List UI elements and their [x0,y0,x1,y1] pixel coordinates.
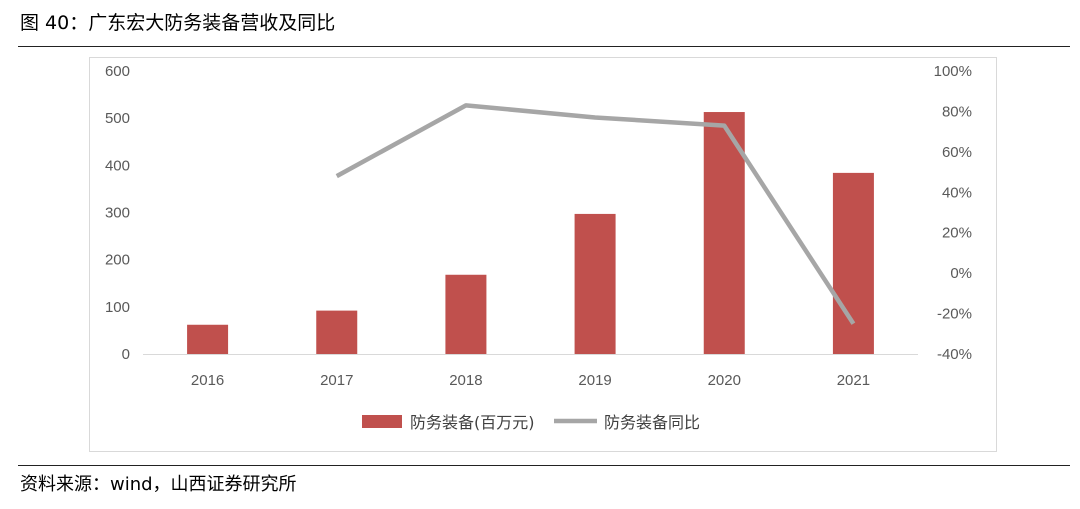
left-tick-label: 400 [105,157,130,174]
right-tick-label: 60% [942,144,972,161]
right-tick-label: 100% [934,63,972,80]
bar [316,310,358,354]
left-tick-label: 0 [122,346,130,363]
right-axis-ticks: -40% -20% 0% 20% 40% 60% 80% 100% [934,63,972,363]
legend: 防务装备(百万元) 防务装备同比 [362,413,700,432]
bar [187,324,229,354]
yoy-line-series [335,103,856,325]
right-tick-label: 80% [942,103,972,120]
left-axis-ticks: 0 100 200 300 400 500 600 [105,63,130,363]
x-axis-ticks: 2016 2017 2018 2019 2020 2021 [191,372,870,389]
bar [574,213,616,354]
figure-title: 图 40：广东宏大防务装备营收及同比 [20,12,336,34]
right-tick-label: -20% [937,306,972,323]
bar [445,274,487,354]
bottom-rule [18,465,1070,466]
left-tick-label: 200 [105,252,130,269]
left-tick-label: 500 [105,110,130,127]
x-tick-label: 2019 [578,372,611,389]
chart-frame [89,57,997,452]
left-tick-label: 100 [105,299,130,316]
source-note: 资料来源：wind，山西证券研究所 [20,474,297,495]
x-tick-label: 2017 [320,372,353,389]
legend-label-bar: 防务装备(百万元) [410,413,535,432]
legend-label-line: 防务装备同比 [604,413,700,432]
right-tick-label: 40% [942,184,972,201]
right-tick-label: 0% [950,265,972,282]
x-tick-label: 2018 [449,372,482,389]
bar [703,112,745,354]
bar [832,172,874,354]
x-tick-label: 2020 [708,372,741,389]
right-tick-label: 20% [942,225,972,242]
left-tick-label: 600 [105,63,130,80]
bar-series [187,112,874,354]
x-tick-label: 2016 [191,372,224,389]
right-tick-label: -40% [937,346,972,363]
legend-swatch-bar [362,415,402,428]
left-tick-label: 300 [105,205,130,222]
top-rule [18,46,1070,47]
x-tick-label: 2021 [837,372,870,389]
